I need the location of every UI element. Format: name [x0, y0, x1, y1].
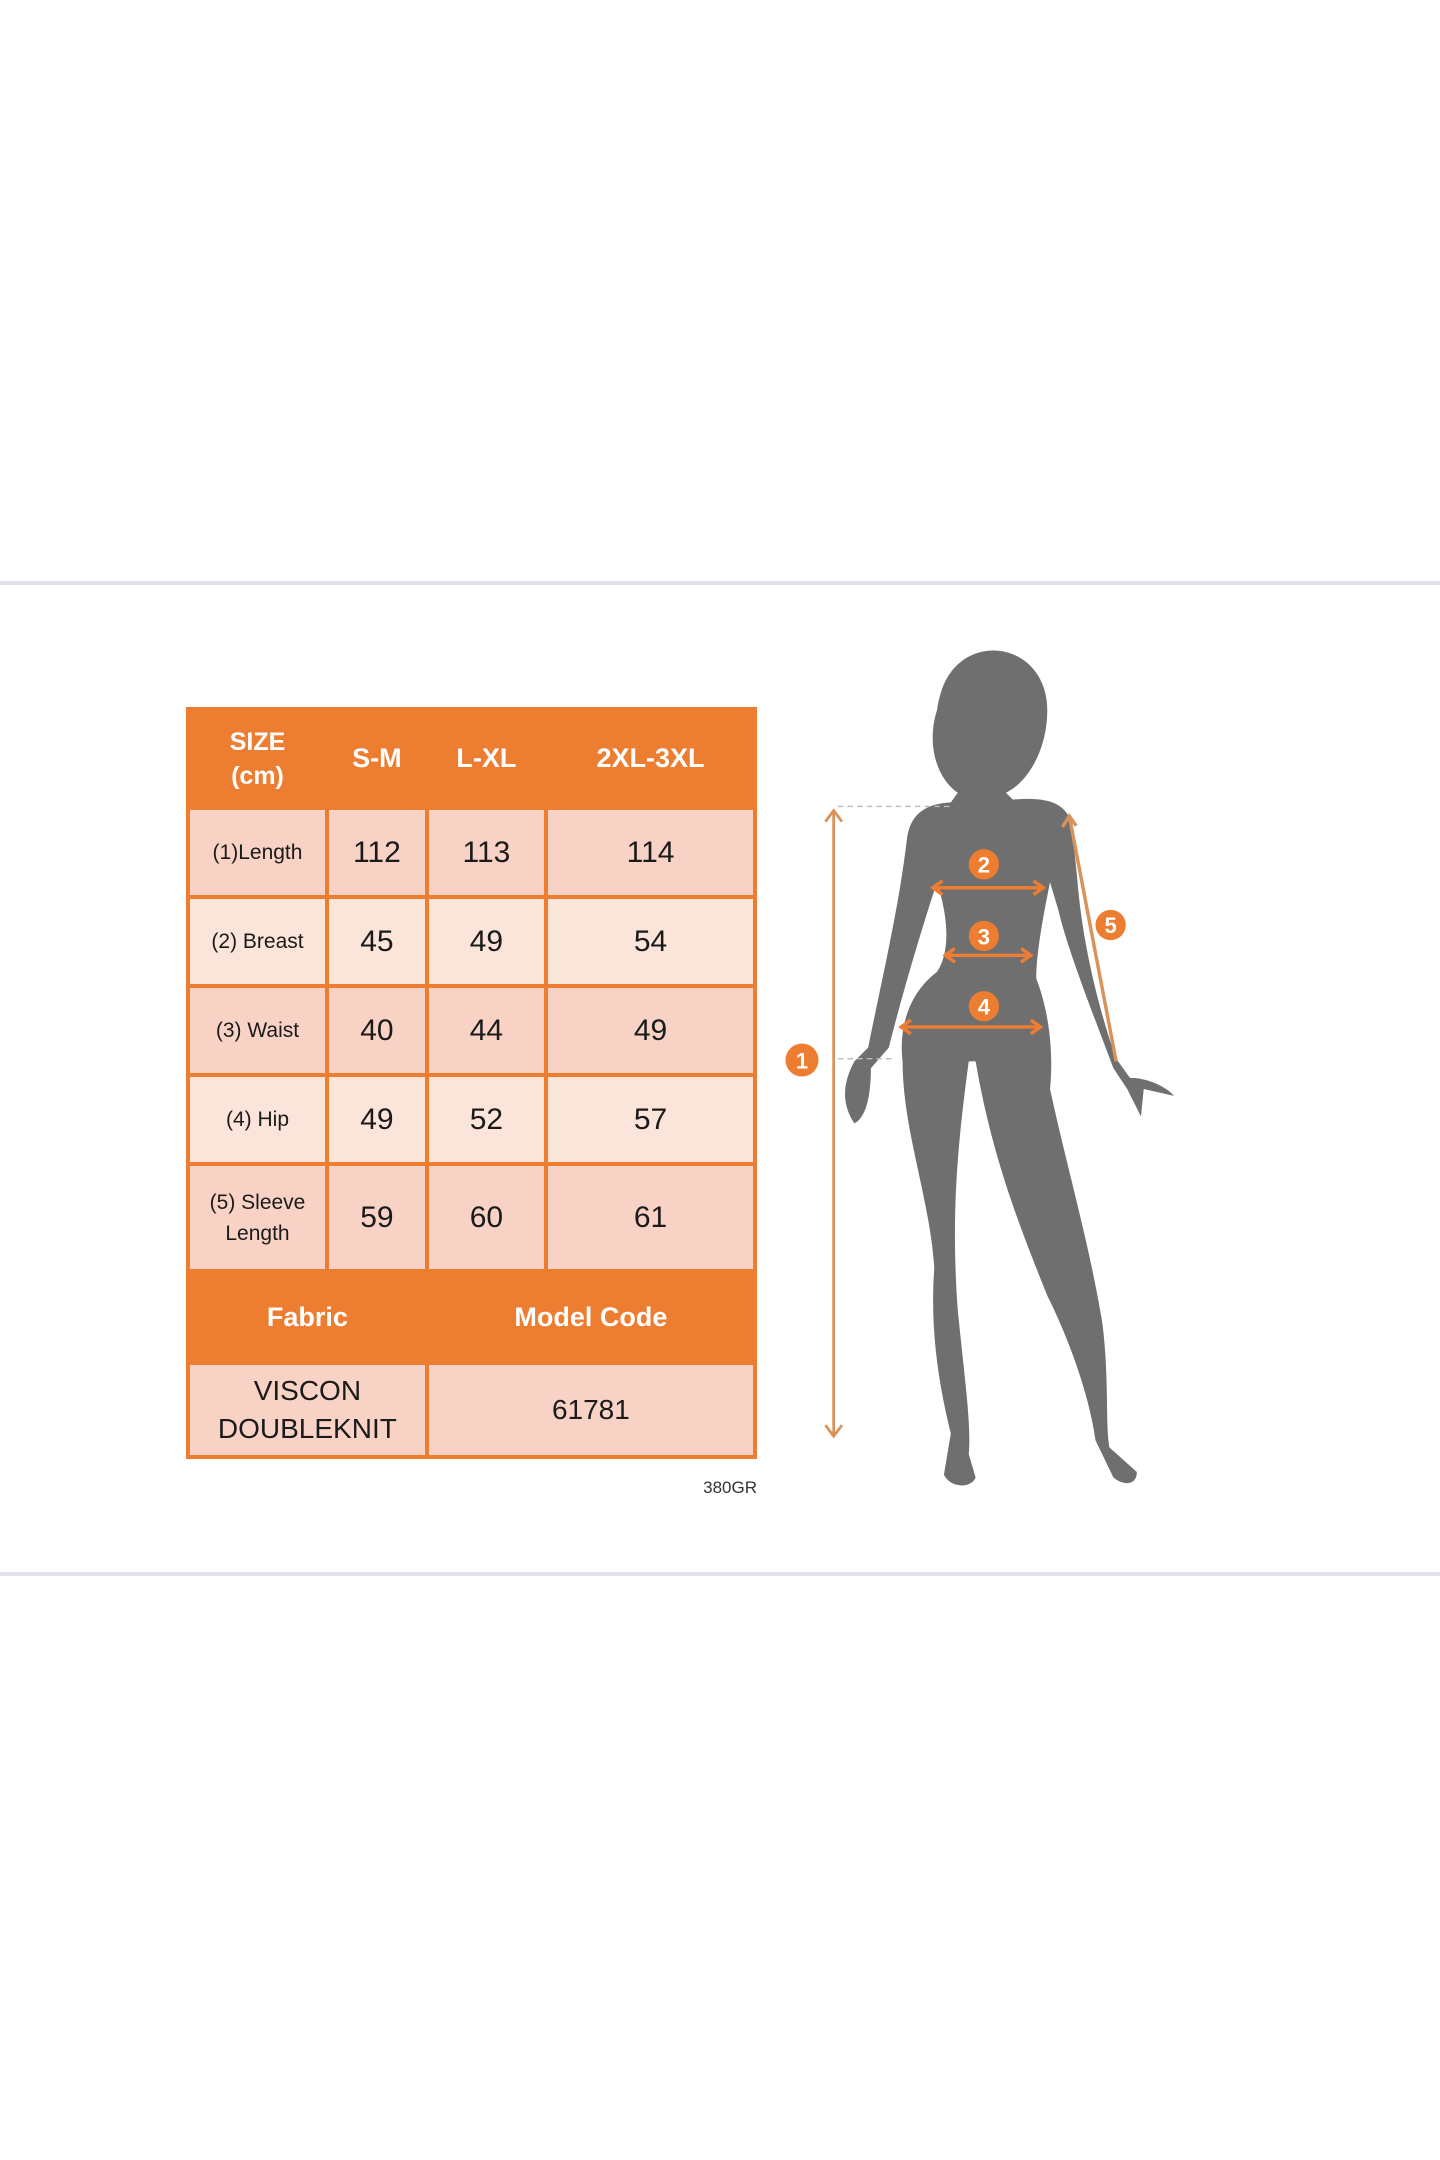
- fabric-header-row: Fabric Model Code: [186, 1269, 758, 1365]
- row-label-line1: (5) Sleeve: [209, 1190, 306, 1214]
- model-code-value: 61781: [424, 1361, 758, 1459]
- silhouette: [845, 650, 1175, 1486]
- marker-badges: 1 2 3 4 5: [785, 849, 1126, 1077]
- measure-arrows: [898, 813, 1118, 1062]
- table-row: (5) Sleeve Length 59 60 61: [186, 1162, 757, 1273]
- size-column-header: 2XL-3XL: [544, 707, 757, 810]
- table-cell: 114: [544, 806, 757, 899]
- table-row: (2) Breast 45 49 54: [186, 895, 757, 988]
- row-label: (5) Sleeve Length: [186, 1162, 329, 1273]
- marker-5: 5: [1105, 913, 1117, 938]
- bottom-divider: [0, 1572, 1440, 1576]
- size-header-line1: SIZE: [229, 727, 286, 756]
- fabric-line1: VISCON: [253, 1375, 362, 1406]
- size-header: SIZE (cm): [186, 707, 329, 810]
- table-row: (3) Waist 40 44 49: [186, 984, 757, 1077]
- table-cell: 52: [424, 1073, 549, 1166]
- table-row: (4) Hip 49 52 57: [186, 1073, 757, 1166]
- row-label: (2) Breast: [186, 895, 329, 988]
- table-row: (1)Length 112 113 114: [186, 806, 757, 899]
- fabric-line2: DOUBLEKNIT: [217, 1413, 397, 1444]
- table-cell: 49: [325, 1073, 429, 1166]
- size-column-header: S-M: [325, 707, 429, 810]
- row-label: (4) Hip: [186, 1073, 329, 1166]
- table-header-row: SIZE (cm) S-M L-XL 2XL-3XL: [186, 707, 757, 810]
- table-cell: 49: [424, 895, 549, 988]
- size-header-line2: (cm): [231, 761, 284, 790]
- size-column-header: L-XL: [424, 707, 549, 810]
- top-divider: [0, 581, 1440, 585]
- row-label: (3) Waist: [186, 984, 329, 1077]
- fabric-header: Fabric: [186, 1269, 429, 1365]
- marker-4: 4: [978, 995, 991, 1020]
- marker-1: 1: [796, 1048, 808, 1073]
- row-label: (1)Length: [186, 806, 329, 899]
- table-cell: 45: [325, 895, 429, 988]
- table-cell: 113: [424, 806, 549, 899]
- table-cell: 57: [544, 1073, 757, 1166]
- table-cell: 44: [424, 984, 549, 1077]
- table-cell: 61: [544, 1162, 757, 1273]
- marker-2: 2: [978, 853, 990, 878]
- marker-3: 3: [978, 924, 990, 949]
- weight-note: 380GR: [703, 1478, 757, 1497]
- size-chart-table: SIZE (cm) S-M L-XL 2XL-3XL (1)Length 112 …: [186, 707, 758, 1459]
- fabric-row: VISCON DOUBLEKNIT 61781: [186, 1361, 758, 1459]
- row-label-line2: Length: [225, 1221, 290, 1245]
- table-cell: 112: [325, 806, 429, 899]
- model-code-header: Model Code: [424, 1269, 758, 1365]
- table-cell: 60: [424, 1162, 549, 1273]
- table-cell: 59: [325, 1162, 429, 1273]
- length-arrow: [824, 805, 951, 1439]
- table-cell: 49: [544, 984, 757, 1077]
- table-cell: 40: [325, 984, 429, 1077]
- fabric-value: VISCON DOUBLEKNIT: [186, 1361, 429, 1459]
- table-cell: 54: [544, 895, 757, 988]
